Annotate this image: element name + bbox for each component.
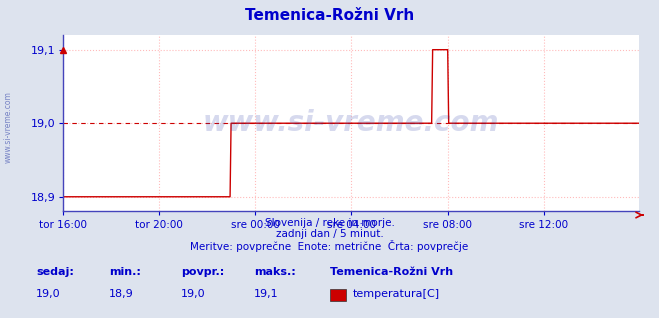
Text: sedaj:: sedaj:: [36, 267, 74, 277]
Text: 19,0: 19,0: [181, 289, 206, 299]
Text: www.si-vreme.com: www.si-vreme.com: [3, 91, 13, 163]
Text: 18,9: 18,9: [109, 289, 134, 299]
Text: zadnji dan / 5 minut.: zadnji dan / 5 minut.: [275, 229, 384, 239]
Text: Temenica-Rožni Vrh: Temenica-Rožni Vrh: [245, 8, 414, 23]
Text: maks.:: maks.:: [254, 267, 295, 277]
Text: www.si-vreme.com: www.si-vreme.com: [203, 109, 499, 137]
Text: 19,1: 19,1: [254, 289, 278, 299]
Text: Meritve: povprečne  Enote: metrične  Črta: povprečje: Meritve: povprečne Enote: metrične Črta:…: [190, 240, 469, 252]
Text: povpr.:: povpr.:: [181, 267, 225, 277]
Text: temperatura[C]: temperatura[C]: [353, 289, 440, 299]
Text: 19,0: 19,0: [36, 289, 61, 299]
Text: Temenica-Rožni Vrh: Temenica-Rožni Vrh: [330, 267, 453, 277]
Text: Slovenija / reke in morje.: Slovenija / reke in morje.: [264, 218, 395, 228]
Text: min.:: min.:: [109, 267, 140, 277]
